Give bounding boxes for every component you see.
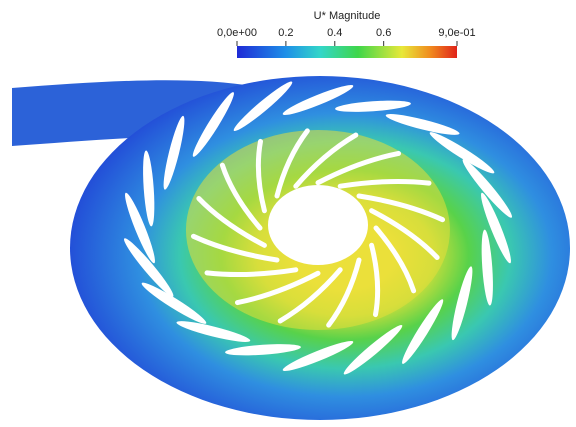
colorbar-tick-label: 0.2 — [278, 27, 293, 39]
colorbar: U* Magnitude 0,0e+00 0.2 0.4 0.6 9,0e-01 — [217, 10, 476, 58]
visualization: U* Magnitude 0,0e+00 0.2 0.4 0.6 9,0e-01 — [0, 0, 576, 427]
colorbar-title: U* Magnitude — [314, 10, 381, 22]
colorbar-tick-label: 0.4 — [327, 27, 342, 39]
colorbar-tick-label: 9,0e-01 — [438, 27, 475, 39]
colorbar-tick-label: 0,0e+00 — [217, 27, 257, 39]
page: U* Magnitude 0,0e+000.20.40.69,0e-01 (()… — [0, 0, 576, 427]
colorbar-gradient — [237, 46, 457, 58]
colorbar-tick-label: 0.6 — [376, 27, 391, 39]
hub-hole — [268, 185, 368, 265]
